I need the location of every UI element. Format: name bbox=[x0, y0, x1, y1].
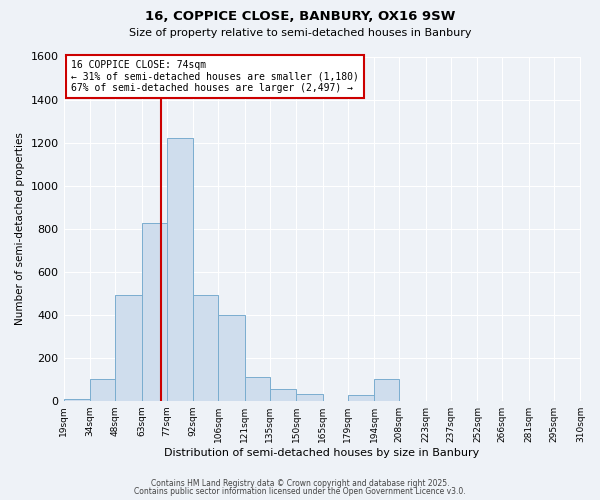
Bar bbox=[296, 394, 323, 400]
Text: 16, COPPICE CLOSE, BANBURY, OX16 9SW: 16, COPPICE CLOSE, BANBURY, OX16 9SW bbox=[145, 10, 455, 23]
Bar bbox=[193, 296, 218, 401]
Bar bbox=[245, 377, 269, 400]
Text: 16 COPPICE CLOSE: 74sqm
← 31% of semi-detached houses are smaller (1,180)
67% of: 16 COPPICE CLOSE: 74sqm ← 31% of semi-de… bbox=[71, 60, 359, 93]
Y-axis label: Number of semi-detached properties: Number of semi-detached properties bbox=[15, 132, 25, 325]
Text: Size of property relative to semi-detached houses in Banbury: Size of property relative to semi-detach… bbox=[129, 28, 471, 38]
Bar bbox=[269, 389, 296, 400]
Text: Contains HM Land Registry data © Crown copyright and database right 2025.: Contains HM Land Registry data © Crown c… bbox=[151, 478, 449, 488]
X-axis label: Distribution of semi-detached houses by size in Banbury: Distribution of semi-detached houses by … bbox=[164, 448, 479, 458]
Bar bbox=[142, 223, 167, 400]
Bar bbox=[64, 398, 90, 400]
Text: Contains public sector information licensed under the Open Government Licence v3: Contains public sector information licen… bbox=[134, 487, 466, 496]
Bar bbox=[167, 138, 193, 400]
Bar bbox=[90, 379, 115, 400]
Bar bbox=[348, 396, 374, 400]
Bar bbox=[374, 379, 399, 400]
Bar bbox=[218, 314, 245, 400]
Bar bbox=[115, 296, 142, 401]
